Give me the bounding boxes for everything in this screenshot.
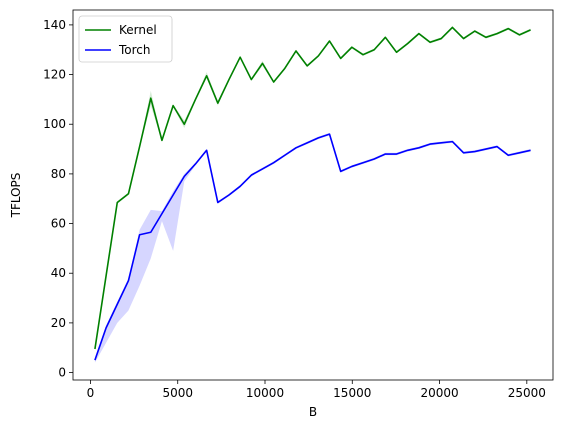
series-line-kernel bbox=[94, 26, 531, 350]
y-tick-label: 40 bbox=[51, 266, 66, 280]
y-tick-label: 100 bbox=[43, 117, 66, 131]
y-axis-label: TFLOPS bbox=[9, 173, 23, 219]
confidence-bands bbox=[94, 26, 531, 363]
x-axis-label: B bbox=[309, 405, 317, 419]
series-band-kernel bbox=[94, 26, 531, 351]
x-tick-label: 20000 bbox=[420, 386, 458, 400]
y-tick-label: 80 bbox=[51, 167, 66, 181]
x-axis-ticks: 0 5000 10000 15000 20000 25000 bbox=[87, 380, 546, 400]
x-tick-label: 5000 bbox=[162, 386, 193, 400]
x-tick-label: 15000 bbox=[333, 386, 371, 400]
legend-label-kernel: Kernel bbox=[119, 23, 157, 37]
legend: Kernel Torch bbox=[78, 15, 173, 63]
y-tick-label: 140 bbox=[43, 18, 66, 32]
series-band-torch bbox=[94, 132, 531, 363]
y-tick-label: 0 bbox=[58, 366, 66, 380]
legend-label-torch: Torch bbox=[118, 43, 151, 57]
y-axis-ticks: 0 20 40 60 80 100 120 140 bbox=[43, 18, 73, 380]
y-tick-label: 60 bbox=[51, 217, 66, 231]
y-tick-label: 20 bbox=[51, 316, 66, 330]
y-tick-label: 120 bbox=[43, 68, 66, 82]
series-lines bbox=[94, 26, 531, 361]
x-tick-label: 10000 bbox=[246, 386, 284, 400]
x-tick-label: 0 bbox=[87, 386, 95, 400]
series-line-torch bbox=[94, 133, 531, 361]
x-tick-label: 25000 bbox=[508, 386, 546, 400]
plot-frame bbox=[72, 9, 554, 381]
